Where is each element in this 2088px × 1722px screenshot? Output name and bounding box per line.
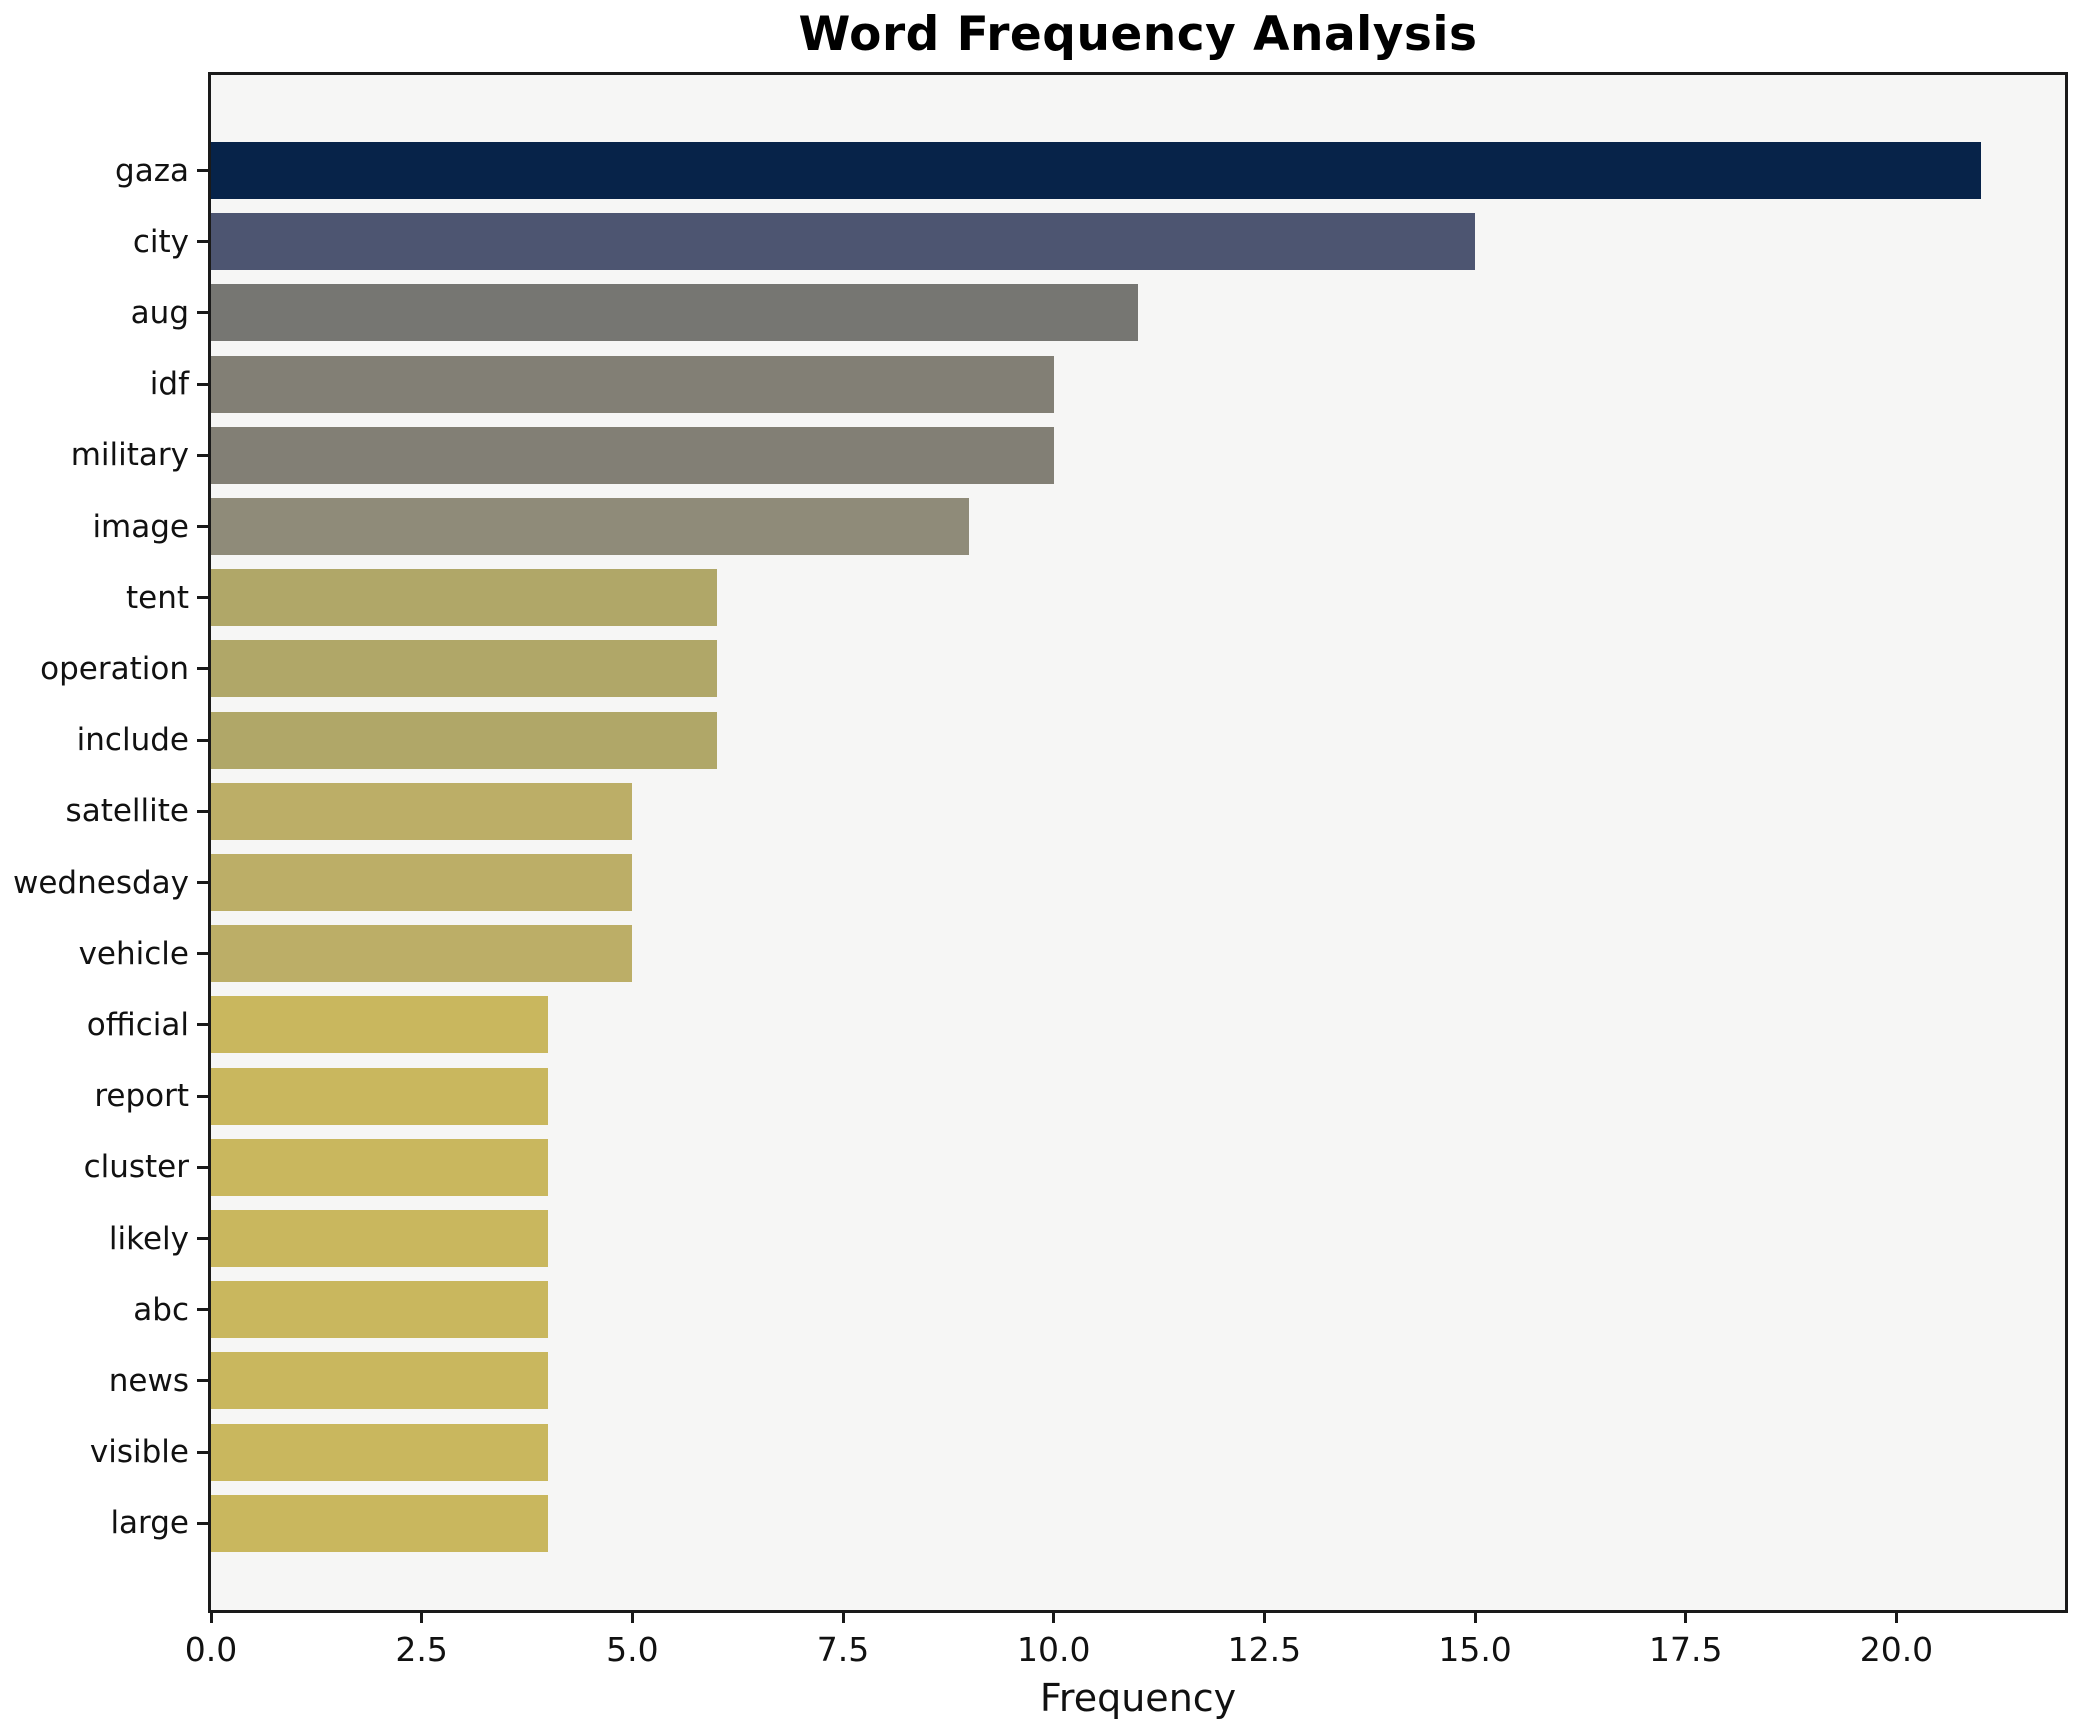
- y-label-wednesday: wednesday: [13, 864, 189, 901]
- y-label-news: news: [108, 1362, 189, 1399]
- y-tick-wednesday: [197, 881, 208, 884]
- y-label-report: report: [94, 1078, 189, 1115]
- bar-news: [211, 1352, 549, 1410]
- bar-idf: [211, 355, 1054, 413]
- y-tick-gaza: [197, 169, 208, 172]
- x-tick-20.0: [1894, 1613, 1898, 1623]
- x-tick-label-7.5: 7.5: [816, 1630, 870, 1669]
- bar-operation: [211, 640, 717, 698]
- y-tick-city: [197, 240, 208, 244]
- y-tick-news: [197, 1379, 208, 1383]
- bar-vehicle: [211, 925, 633, 983]
- y-tick-vehicle: [197, 952, 208, 956]
- y-label-abc: abc: [133, 1291, 189, 1328]
- x-tick-label-12.5: 12.5: [1227, 1630, 1302, 1669]
- y-label-satellite: satellite: [65, 793, 189, 830]
- y-label-military: military: [70, 437, 189, 474]
- bar-include: [211, 711, 717, 769]
- y-label-official: official: [86, 1006, 189, 1043]
- y-tick-aug: [197, 311, 208, 315]
- y-label-gaza: gaza: [115, 152, 189, 189]
- bar-likely: [211, 1210, 549, 1267]
- x-tick-7.5: [841, 1613, 845, 1623]
- y-label-cluster: cluster: [83, 1149, 189, 1186]
- bar-abc: [211, 1281, 549, 1339]
- bar-large: [211, 1494, 549, 1552]
- bar-cluster: [211, 1138, 549, 1196]
- y-label-include: include: [76, 722, 189, 759]
- y-label-likely: likely: [108, 1220, 189, 1257]
- x-tick-label-0.0: 0.0: [184, 1630, 238, 1669]
- x-tick-12.5: [1262, 1613, 1266, 1623]
- x-tick-15.0: [1473, 1613, 1477, 1623]
- y-label-tent: tent: [125, 579, 189, 616]
- x-axis-title: Frequency: [1039, 1676, 1237, 1720]
- x-tick-label-20.0: 20.0: [1859, 1630, 1934, 1669]
- y-tick-cluster: [197, 1165, 208, 1169]
- y-label-aug: aug: [130, 294, 189, 331]
- y-label-visible: visible: [89, 1434, 189, 1471]
- bar-city: [211, 213, 1476, 271]
- x-tick-label-5.0: 5.0: [606, 1630, 659, 1669]
- y-tick-tent: [197, 596, 208, 600]
- chart-title: Word Frequency Analysis: [798, 7, 1478, 62]
- bar-official: [211, 996, 549, 1054]
- y-tick-large: [197, 1521, 208, 1525]
- y-tick-abc: [197, 1308, 208, 1312]
- bar-visible: [211, 1423, 549, 1481]
- x-tick-5.0: [630, 1613, 634, 1623]
- bar-military: [211, 426, 1054, 484]
- x-tick-label-10.0: 10.0: [1016, 1630, 1091, 1669]
- y-tick-operation: [197, 667, 208, 671]
- y-label-operation: operation: [40, 650, 189, 687]
- y-tick-satellite: [197, 809, 208, 813]
- y-label-image: image: [92, 508, 189, 545]
- x-tick-10.0: [1052, 1613, 1056, 1623]
- y-tick-likely: [197, 1237, 208, 1240]
- y-label-city: city: [132, 223, 189, 260]
- y-tick-official: [197, 1023, 208, 1027]
- y-tick-military: [197, 453, 208, 457]
- y-label-idf: idf: [149, 366, 189, 403]
- plot-area: [208, 72, 2068, 1613]
- bar-wednesday: [211, 854, 633, 911]
- x-tick-label-15.0: 15.0: [1438, 1630, 1512, 1669]
- bar-report: [211, 1067, 549, 1125]
- x-tick-label-17.5: 17.5: [1649, 1630, 1723, 1669]
- y-tick-report: [197, 1094, 208, 1098]
- y-label-vehicle: vehicle: [78, 935, 189, 972]
- bar-gaza: [211, 142, 1981, 199]
- x-tick-17.5: [1684, 1613, 1688, 1623]
- y-tick-idf: [197, 382, 208, 386]
- bar-image: [211, 498, 970, 555]
- x-tick-0.0: [209, 1613, 213, 1623]
- bar-aug: [211, 284, 1138, 342]
- bar-satellite: [211, 782, 633, 840]
- x-tick-label-2.5: 2.5: [395, 1630, 448, 1669]
- y-tick-visible: [197, 1450, 208, 1454]
- bar-tent: [211, 569, 717, 627]
- y-label-large: large: [110, 1505, 189, 1542]
- y-tick-image: [197, 525, 208, 528]
- y-tick-include: [197, 738, 208, 742]
- x-tick-2.5: [420, 1613, 424, 1623]
